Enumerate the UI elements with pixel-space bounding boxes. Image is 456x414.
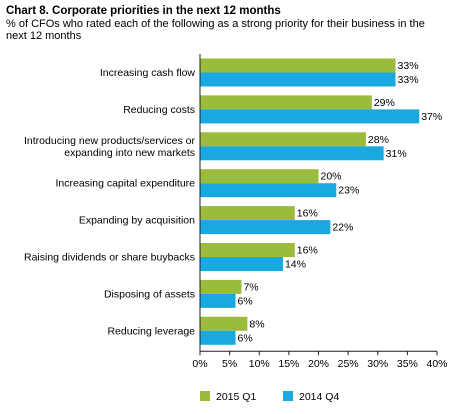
legend: 2015 Q1 2014 Q4	[200, 391, 339, 403]
data-label: 16%	[297, 245, 318, 257]
bar-q4-2014-0	[200, 72, 396, 87]
legend-label: 2014 Q4	[299, 391, 339, 403]
bar-q1-2015-4	[200, 206, 295, 221]
data-label: 29%	[374, 97, 395, 109]
data-label: 28%	[368, 134, 389, 146]
legend-label: 2015 Q1	[216, 391, 256, 403]
bar-q1-2015-0	[200, 58, 396, 73]
category-label: Reducing costs	[123, 104, 195, 116]
x-tick-label: 0%	[192, 358, 207, 370]
bar-q1-2015-5	[200, 243, 295, 257]
category-labels: Increasing cash flow Reducing costs Introd…	[24, 67, 196, 337]
data-label: 7%	[243, 281, 258, 293]
x-tick-label: 25%	[338, 358, 359, 370]
category-label: Introducing new products/services or expa…	[24, 135, 196, 159]
bar-q4-2014-6	[200, 293, 236, 308]
bar-q1-2015-7	[200, 316, 248, 331]
x-tick-label: 15%	[278, 358, 299, 370]
category-label: Disposing of assets	[104, 288, 195, 300]
data-label: 23%	[338, 185, 359, 197]
category-label: Reducing leverage	[107, 325, 195, 337]
data-label: 14%	[285, 259, 306, 271]
data-label: 8%	[249, 318, 264, 330]
data-label: 6%	[238, 295, 253, 307]
category-label: Expanding by acquisition	[79, 215, 195, 227]
x-tick-label: 40%	[426, 358, 447, 370]
bar-q1-2015-2	[200, 132, 366, 147]
category-label: Increasing cash flow	[100, 67, 196, 79]
data-label: 31%	[386, 148, 407, 160]
data-label: 33%	[398, 74, 419, 86]
bar-q4-2014-7	[200, 330, 236, 345]
data-label: 16%	[297, 208, 318, 220]
legend-swatch	[200, 391, 210, 401]
category-label: Increasing capital expenditure	[55, 178, 195, 190]
x-tick-label: 10%	[249, 358, 270, 370]
bar-q4-2014-5	[200, 257, 283, 271]
data-label: 37%	[421, 111, 442, 123]
category-label: Raising dividends or share buybacks	[24, 252, 195, 264]
bar-q4-2014-4	[200, 220, 331, 235]
x-axis: 0% 5% 10% 15% 20% 25% 30% 35% 40%	[192, 54, 448, 370]
chart-subtitle: % of CFOs who rated each of the followin…	[6, 18, 425, 42]
data-label: 20%	[321, 171, 342, 183]
legend-swatch	[283, 391, 293, 401]
x-tick-label: 20%	[308, 358, 329, 370]
x-tick-label: 5%	[222, 358, 237, 370]
bar-q1-2015-3	[200, 169, 319, 184]
data-label: 22%	[332, 222, 353, 234]
bar-q4-2014-1	[200, 109, 420, 124]
bar-q1-2015-1	[200, 95, 372, 110]
bar-q4-2014-2	[200, 146, 384, 161]
bar-q1-2015-6	[200, 279, 242, 294]
data-label: 6%	[238, 332, 253, 344]
x-tick-label: 30%	[367, 358, 388, 370]
chart-title: Chart 8. Corporate priorities in the nex…	[6, 5, 281, 17]
x-tick-label: 35%	[397, 358, 418, 370]
data-label: 33%	[398, 60, 419, 72]
bars: 33%33%29%37%28%31%20%23%16%22%16%14%7%6%…	[200, 58, 442, 345]
bar-q4-2014-3	[200, 183, 337, 198]
